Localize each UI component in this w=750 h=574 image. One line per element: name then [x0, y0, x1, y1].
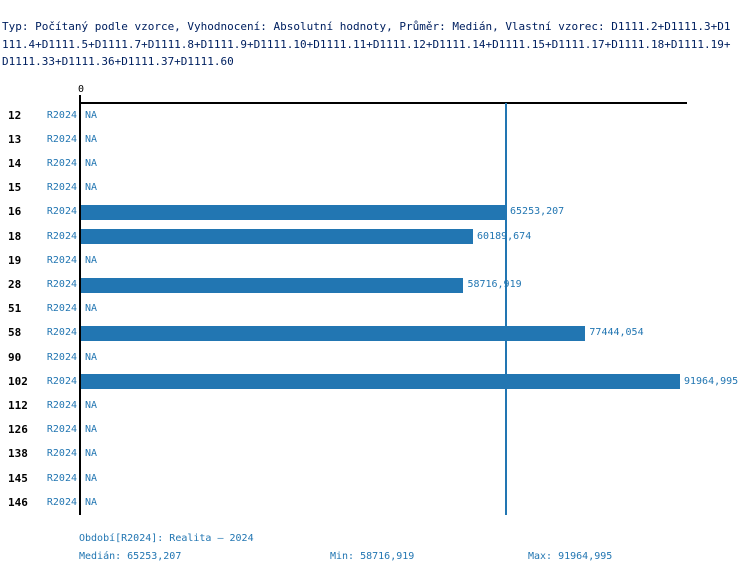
row-na-value: NA: [85, 133, 98, 145]
row-na-value: NA: [85, 303, 98, 315]
row-period-label: R2024: [46, 351, 77, 363]
row-category-label: 12: [8, 108, 22, 122]
report-header: Typ: Počítaný podle vzorce, Vyhodnocení:…: [2, 18, 748, 71]
row-period-label: R2024: [46, 448, 77, 460]
stat-median: Medián: 65253,207: [79, 550, 181, 564]
row-na-value: NA: [85, 182, 98, 194]
row-period-label: R2024: [46, 472, 77, 484]
bar-value-label: 58716,919: [467, 279, 522, 290]
axis-top-line: [79, 102, 687, 104]
row-category-label: 51: [8, 302, 22, 316]
row-period-label: R2024: [46, 206, 77, 218]
stat-median-value: 65253,207: [127, 551, 182, 562]
row-period-label: R2024: [46, 424, 77, 436]
bar-value-label: 91964,995: [684, 375, 739, 387]
bar: [81, 374, 680, 390]
header-line-1: Typ: Počítaný podle vzorce, Vyhodnocení:…: [2, 20, 731, 33]
row-na-value: NA: [85, 424, 98, 436]
row-category-label: 18: [8, 229, 22, 243]
bar-value-label: 77444,054: [589, 327, 644, 339]
row-category-label: 28: [8, 278, 22, 291]
row-period-label: R2024: [46, 254, 77, 266]
axis-zero-label: 0: [77, 84, 85, 95]
row-period-label: R2024: [46, 158, 77, 169]
row-period-label: R2024: [46, 400, 77, 411]
median-line: [505, 103, 507, 515]
row-na-value: NA: [85, 448, 98, 460]
stat-min-label: Min:: [330, 551, 355, 562]
row-period-label: R2024: [46, 303, 77, 315]
bar-value-label: 60189,674: [477, 230, 532, 242]
row-na-value: NA: [85, 109, 98, 121]
row-category-label: 112: [8, 399, 28, 412]
row-period-label: R2024: [46, 230, 77, 242]
row-period-label: R2024: [46, 375, 77, 387]
row-na-value: NA: [85, 254, 98, 266]
header-line-3: D1111.33+D1111.36+D1111.37+D1111.60: [2, 55, 234, 68]
axis-vertical-line: [79, 102, 81, 515]
row-category-label: 19: [8, 253, 22, 267]
row-category-label: 16: [8, 205, 22, 219]
row-category-label: 146: [8, 495, 28, 509]
row-category-label: 145: [8, 471, 28, 485]
stat-median-label: Medián:: [79, 551, 122, 562]
axis-zero-tick: [79, 95, 81, 103]
row-na-value: NA: [85, 496, 98, 508]
row-period-label: R2024: [46, 496, 77, 508]
period-info: Období[R2024]: Realita – 2024: [79, 533, 254, 544]
row-na-value: NA: [85, 351, 98, 363]
bar: [81, 229, 474, 245]
row-category-label: 14: [8, 157, 22, 170]
row-period-label: R2024: [46, 133, 77, 145]
row-category-label: 13: [8, 132, 22, 146]
row-na-value: NA: [85, 158, 98, 169]
bar: [81, 325, 586, 341]
bar: [81, 204, 507, 220]
stat-max: Max: 91964,995: [528, 550, 612, 564]
row-category-label: 102: [8, 374, 28, 388]
row-period-label: R2024: [46, 182, 77, 194]
row-category-label: 126: [8, 423, 28, 437]
stat-min-value: 58716,919: [360, 551, 415, 562]
row-category-label: 15: [8, 181, 22, 195]
stat-max-label: Max:: [528, 551, 553, 562]
row-category-label: 138: [8, 447, 28, 461]
row-period-label: R2024: [46, 109, 77, 121]
bar: [81, 277, 464, 293]
row-na-value: NA: [85, 472, 98, 484]
stat-max-value: 91964,995: [558, 551, 613, 562]
row-period-label: R2024: [46, 327, 77, 339]
row-category-label: 58: [8, 326, 22, 340]
bar-value-label: 65253,207: [510, 206, 565, 218]
stat-min: Min: 58716,919: [330, 550, 414, 564]
row-na-value: NA: [85, 400, 98, 411]
row-category-label: 90: [8, 350, 22, 364]
row-period-label: R2024: [46, 279, 77, 290]
header-line-2: 111.4+D1111.5+D1111.7+D1111.8+D1111.9+D1…: [2, 37, 731, 51]
